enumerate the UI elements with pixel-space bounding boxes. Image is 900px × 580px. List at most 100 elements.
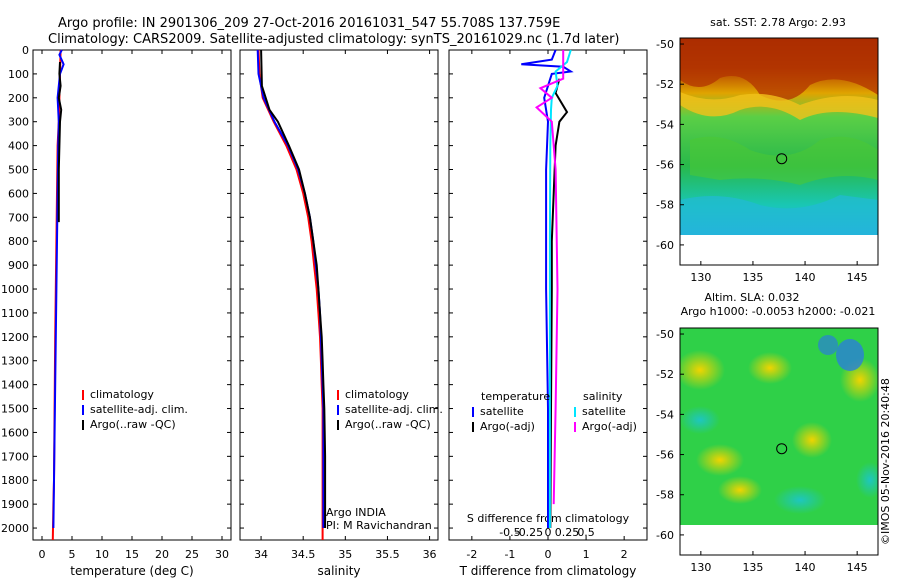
s-tick-label: -0.25	[515, 526, 543, 539]
map-x-tick-label: 130	[690, 271, 711, 284]
series-line	[521, 49, 574, 528]
sla-argo-position-marker	[776, 443, 788, 455]
y-tick-label: 200	[8, 92, 29, 105]
x-tick-label: 1	[583, 548, 590, 561]
header-line1: Argo profile: IN 2901306_209 27-Oct-2016…	[58, 16, 560, 31]
legend-label: Argo(..raw -QC)	[345, 418, 431, 431]
x-tick-label: 25	[185, 548, 199, 561]
y-tick-label: 400	[8, 140, 29, 153]
y-tick-label: 1100	[1, 307, 29, 320]
s-tick-label: 0	[545, 526, 552, 539]
x-tick-label: 0	[545, 548, 552, 561]
map-y-tick-label: -58	[656, 199, 674, 212]
y-tick-label: 100	[8, 68, 29, 81]
x-tick-label: -2	[466, 548, 477, 561]
x-axis-label: salinity	[317, 564, 360, 578]
map-y-tick-label: -50	[656, 328, 674, 341]
sla-map: Altim. SLA: 0.032 Argo h1000: -0.0053 h2…	[656, 291, 879, 574]
y-tick-label: 800	[8, 235, 29, 248]
sst-argo-position-marker	[776, 153, 788, 165]
y-tick-label: 1000	[1, 283, 29, 296]
map-x-tick-label: 140	[795, 271, 816, 284]
y-tick-label: 1800	[1, 474, 29, 487]
map-x-tick-label: 130	[690, 561, 711, 574]
y-tick-label: 2000	[1, 522, 29, 535]
map-y-tick-label: -54	[656, 408, 674, 421]
sst-map-title: sat. SST: 2.78 Argo: 2.93	[710, 16, 846, 29]
map-y-tick-label: -60	[656, 529, 674, 542]
y-tick-label: 600	[8, 187, 29, 200]
x-tick-label: 36	[423, 548, 437, 561]
legend-header: salinity	[583, 390, 623, 403]
s-tick-label: -0.5	[499, 526, 520, 539]
map-x-tick-label: 145	[847, 271, 868, 284]
series-line	[57, 61, 63, 223]
series-line	[260, 49, 327, 528]
x-tick-label: 15	[125, 548, 139, 561]
series-line	[548, 49, 572, 528]
plot-frame	[32, 49, 232, 541]
y-tick-label: 500	[8, 164, 29, 177]
map-y-tick-label: -60	[656, 239, 674, 252]
y-tick-label: 700	[8, 211, 29, 224]
map-y-tick-label: -50	[656, 38, 674, 51]
y-tick-label: 1900	[1, 498, 29, 511]
temperature-panel: 0100200300400500600700800900100011001200…	[1, 44, 232, 578]
salinity-panel: 34 34.5 35 35.5 36 salinity climatology satelli…	[239, 49, 443, 578]
legend-label: Argo(-adj)	[480, 420, 535, 433]
x-axis-label: temperature (deg C)	[70, 564, 193, 578]
x-tick-label: 5	[69, 548, 76, 561]
map-y-tick-label: -52	[656, 368, 674, 381]
x-tick-label: 35	[338, 548, 352, 561]
y-tick-label: 1600	[1, 426, 29, 439]
legend-label: satellite-adj. clim.	[345, 403, 443, 416]
y-tick-label: 300	[8, 116, 29, 129]
series-line	[534, 50, 565, 505]
x-axis-label: T difference from climatology	[459, 564, 637, 578]
legend-label: climatology	[90, 388, 154, 401]
map-x-tick-label: 135	[742, 561, 763, 574]
s-tick-label: 0.5	[577, 526, 595, 539]
y-tick-label: 900	[8, 259, 29, 272]
y-tick-label: 1700	[1, 450, 29, 463]
legend-label: Argo(..raw -QC)	[90, 418, 176, 431]
difference-panel: -2 -1 0 1 2-0.5-0.25 0 0.250.5S difference fro…	[448, 49, 648, 578]
map-y-tick-label: -52	[656, 78, 674, 91]
legend-label: climatology	[345, 388, 409, 401]
y-tick-label: 1200	[1, 331, 29, 344]
legend-label: satellite	[582, 405, 626, 418]
y-tick-label: 1300	[1, 355, 29, 368]
map-x-tick-label: 145	[847, 561, 868, 574]
annotation-text: PI: M Ravichandran	[326, 519, 432, 532]
legend-label: Argo(-adj)	[582, 420, 637, 433]
plot-frame	[239, 49, 439, 541]
map-x-tick-label: 140	[795, 561, 816, 574]
credit-text: ©IMOS 05-Nov-2016 20:40:48	[879, 378, 892, 545]
legend-header: temperature	[481, 390, 550, 403]
series-line	[256, 49, 325, 528]
x-tick-label: 30	[215, 548, 229, 561]
x-tick-label: 2	[621, 548, 628, 561]
map-x-tick-label: 135	[742, 271, 763, 284]
x-tick-label: 20	[155, 548, 169, 561]
map-y-tick-label: -54	[656, 118, 674, 131]
x-tick-label: 10	[95, 548, 109, 561]
x-tick-label: 0	[39, 548, 46, 561]
legend-label: satellite	[480, 405, 524, 418]
header-line2: Climatology: CARS2009. Satellite-adjuste…	[48, 32, 620, 47]
x-tick-label: 34.5	[291, 548, 316, 561]
y-tick-label: 0	[22, 44, 29, 57]
x-tick-label: 34	[254, 548, 268, 561]
y-tick-label: 1500	[1, 403, 29, 416]
sla-map-title2: Argo h1000: -0.0053 h2000: -0.021	[681, 305, 876, 318]
x-tick-label: -1	[504, 548, 515, 561]
series-line	[257, 49, 324, 540]
x-tick-label: 35.5	[375, 548, 400, 561]
map-y-tick-label: -56	[656, 449, 674, 462]
series-line	[52, 49, 65, 529]
sst-map: sat. SST: 2.78 Argo: 2.93 130 135 140 145 -5…	[656, 16, 879, 284]
y-tick-label: 1400	[1, 379, 29, 392]
legend-label: satellite-adj. clim.	[90, 403, 188, 416]
s-tick-label: 0.25	[555, 526, 580, 539]
